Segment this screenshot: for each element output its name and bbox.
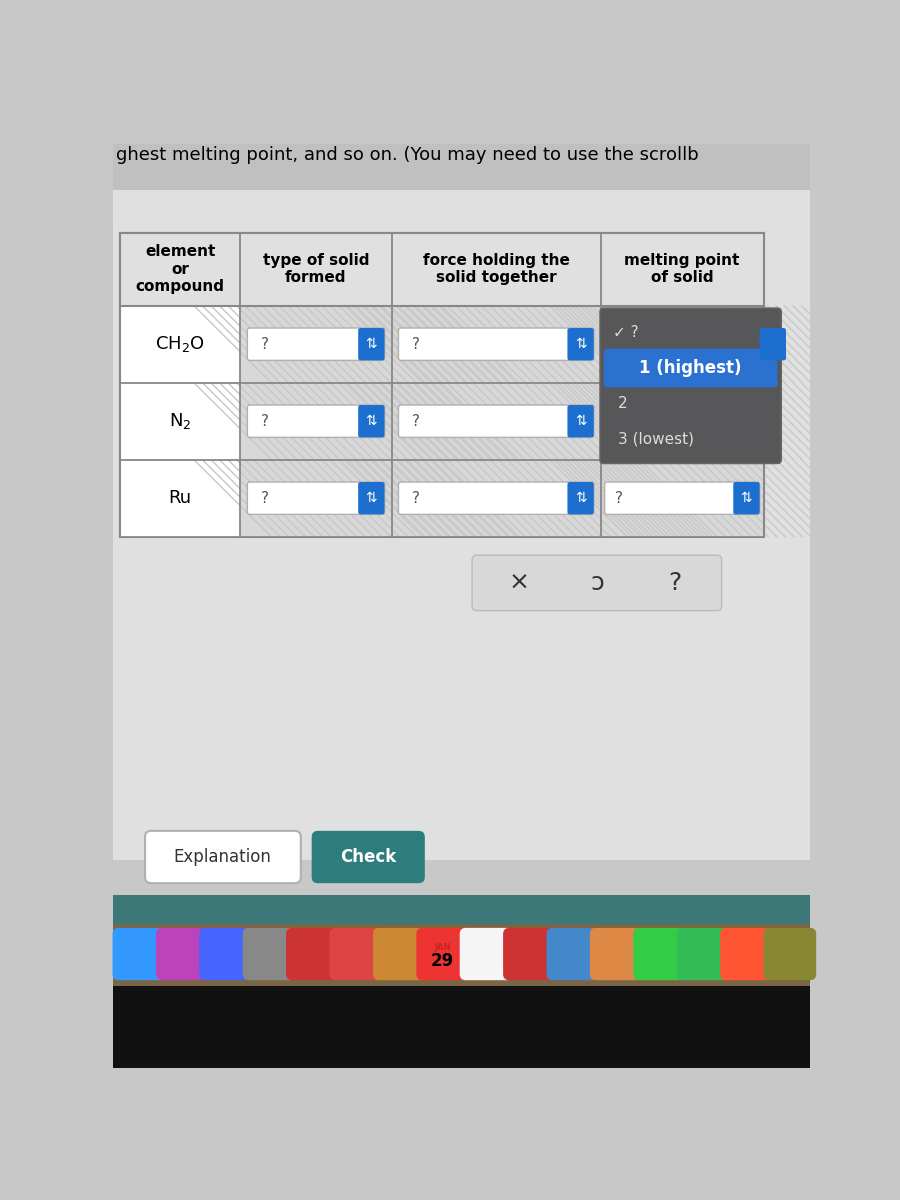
- FancyBboxPatch shape: [121, 233, 763, 306]
- FancyBboxPatch shape: [121, 306, 240, 383]
- FancyBboxPatch shape: [112, 928, 166, 980]
- FancyBboxPatch shape: [286, 928, 338, 980]
- Text: N$_2$: N$_2$: [169, 412, 192, 431]
- FancyBboxPatch shape: [604, 349, 778, 388]
- FancyBboxPatch shape: [112, 190, 810, 860]
- FancyBboxPatch shape: [392, 460, 601, 536]
- FancyBboxPatch shape: [567, 482, 594, 515]
- FancyBboxPatch shape: [240, 460, 392, 536]
- FancyBboxPatch shape: [248, 406, 384, 437]
- FancyBboxPatch shape: [601, 383, 763, 460]
- Text: ⇅: ⇅: [365, 491, 377, 505]
- FancyBboxPatch shape: [472, 556, 722, 611]
- FancyBboxPatch shape: [112, 924, 810, 985]
- FancyBboxPatch shape: [567, 406, 594, 437]
- FancyBboxPatch shape: [358, 328, 384, 360]
- Text: ghest melting point, and so on. (You may need to use the scrollb: ghest melting point, and so on. (You may…: [116, 146, 699, 164]
- FancyBboxPatch shape: [240, 460, 392, 536]
- FancyBboxPatch shape: [248, 328, 384, 360]
- Text: 3 (lowest): 3 (lowest): [617, 432, 694, 446]
- Text: Ru: Ru: [169, 490, 192, 508]
- Text: ?: ?: [668, 571, 681, 595]
- FancyBboxPatch shape: [720, 928, 773, 980]
- FancyBboxPatch shape: [417, 928, 469, 980]
- FancyBboxPatch shape: [460, 928, 512, 980]
- FancyBboxPatch shape: [240, 306, 392, 383]
- FancyBboxPatch shape: [392, 306, 601, 383]
- Text: ?: ?: [260, 337, 268, 352]
- Text: ✓ ?: ✓ ?: [613, 325, 639, 340]
- FancyBboxPatch shape: [392, 383, 601, 460]
- Text: ↄ: ↄ: [590, 571, 604, 595]
- FancyBboxPatch shape: [399, 328, 594, 360]
- FancyBboxPatch shape: [156, 928, 209, 980]
- FancyBboxPatch shape: [600, 308, 781, 463]
- FancyBboxPatch shape: [399, 482, 594, 515]
- Text: 1 (highest): 1 (highest): [639, 359, 742, 377]
- Text: melting point
of solid: melting point of solid: [625, 253, 740, 286]
- FancyBboxPatch shape: [677, 928, 729, 980]
- Text: Explanation: Explanation: [174, 848, 272, 866]
- FancyBboxPatch shape: [503, 928, 556, 980]
- Text: ×: ×: [508, 571, 530, 595]
- FancyBboxPatch shape: [567, 328, 594, 360]
- Text: ?: ?: [411, 337, 419, 352]
- FancyBboxPatch shape: [240, 306, 392, 383]
- Text: JAN: JAN: [435, 943, 451, 953]
- Text: ⇅: ⇅: [575, 491, 587, 505]
- FancyBboxPatch shape: [240, 383, 392, 460]
- Text: ?: ?: [411, 491, 419, 505]
- Text: force holding the
solid together: force holding the solid together: [423, 253, 570, 286]
- Text: ?: ?: [260, 491, 268, 505]
- Text: ⇅: ⇅: [575, 337, 587, 352]
- Text: ?: ?: [615, 491, 623, 505]
- FancyBboxPatch shape: [601, 306, 763, 383]
- FancyBboxPatch shape: [601, 460, 763, 536]
- FancyBboxPatch shape: [760, 328, 786, 360]
- FancyBboxPatch shape: [121, 383, 240, 460]
- Text: 2: 2: [617, 396, 627, 410]
- Text: element
or
compound: element or compound: [136, 245, 225, 294]
- FancyBboxPatch shape: [243, 928, 295, 980]
- Text: ?: ?: [260, 414, 268, 428]
- Text: CH$_2$O: CH$_2$O: [156, 334, 205, 354]
- Text: ⇅: ⇅: [575, 414, 587, 428]
- Text: Check: Check: [340, 848, 396, 866]
- Text: ⇅: ⇅: [741, 491, 752, 505]
- FancyBboxPatch shape: [358, 406, 384, 437]
- FancyBboxPatch shape: [605, 482, 760, 515]
- Text: ⇅: ⇅: [365, 414, 377, 428]
- Text: type of solid
formed: type of solid formed: [263, 253, 369, 286]
- FancyBboxPatch shape: [240, 383, 392, 460]
- FancyBboxPatch shape: [763, 928, 816, 980]
- Text: 29: 29: [431, 952, 454, 970]
- Text: ?: ?: [411, 414, 419, 428]
- FancyBboxPatch shape: [121, 460, 240, 536]
- FancyBboxPatch shape: [399, 406, 594, 437]
- FancyBboxPatch shape: [546, 928, 599, 980]
- Text: ⇅: ⇅: [365, 337, 377, 352]
- FancyBboxPatch shape: [734, 482, 760, 515]
- FancyBboxPatch shape: [121, 233, 763, 536]
- FancyBboxPatch shape: [145, 830, 301, 883]
- FancyBboxPatch shape: [248, 482, 384, 515]
- FancyBboxPatch shape: [112, 985, 810, 1068]
- FancyBboxPatch shape: [373, 928, 426, 980]
- FancyBboxPatch shape: [112, 895, 810, 924]
- FancyBboxPatch shape: [311, 830, 425, 883]
- FancyBboxPatch shape: [590, 928, 643, 980]
- FancyBboxPatch shape: [199, 928, 252, 980]
- FancyBboxPatch shape: [329, 928, 382, 980]
- FancyBboxPatch shape: [112, 144, 810, 190]
- FancyBboxPatch shape: [634, 928, 686, 980]
- FancyBboxPatch shape: [358, 482, 384, 515]
